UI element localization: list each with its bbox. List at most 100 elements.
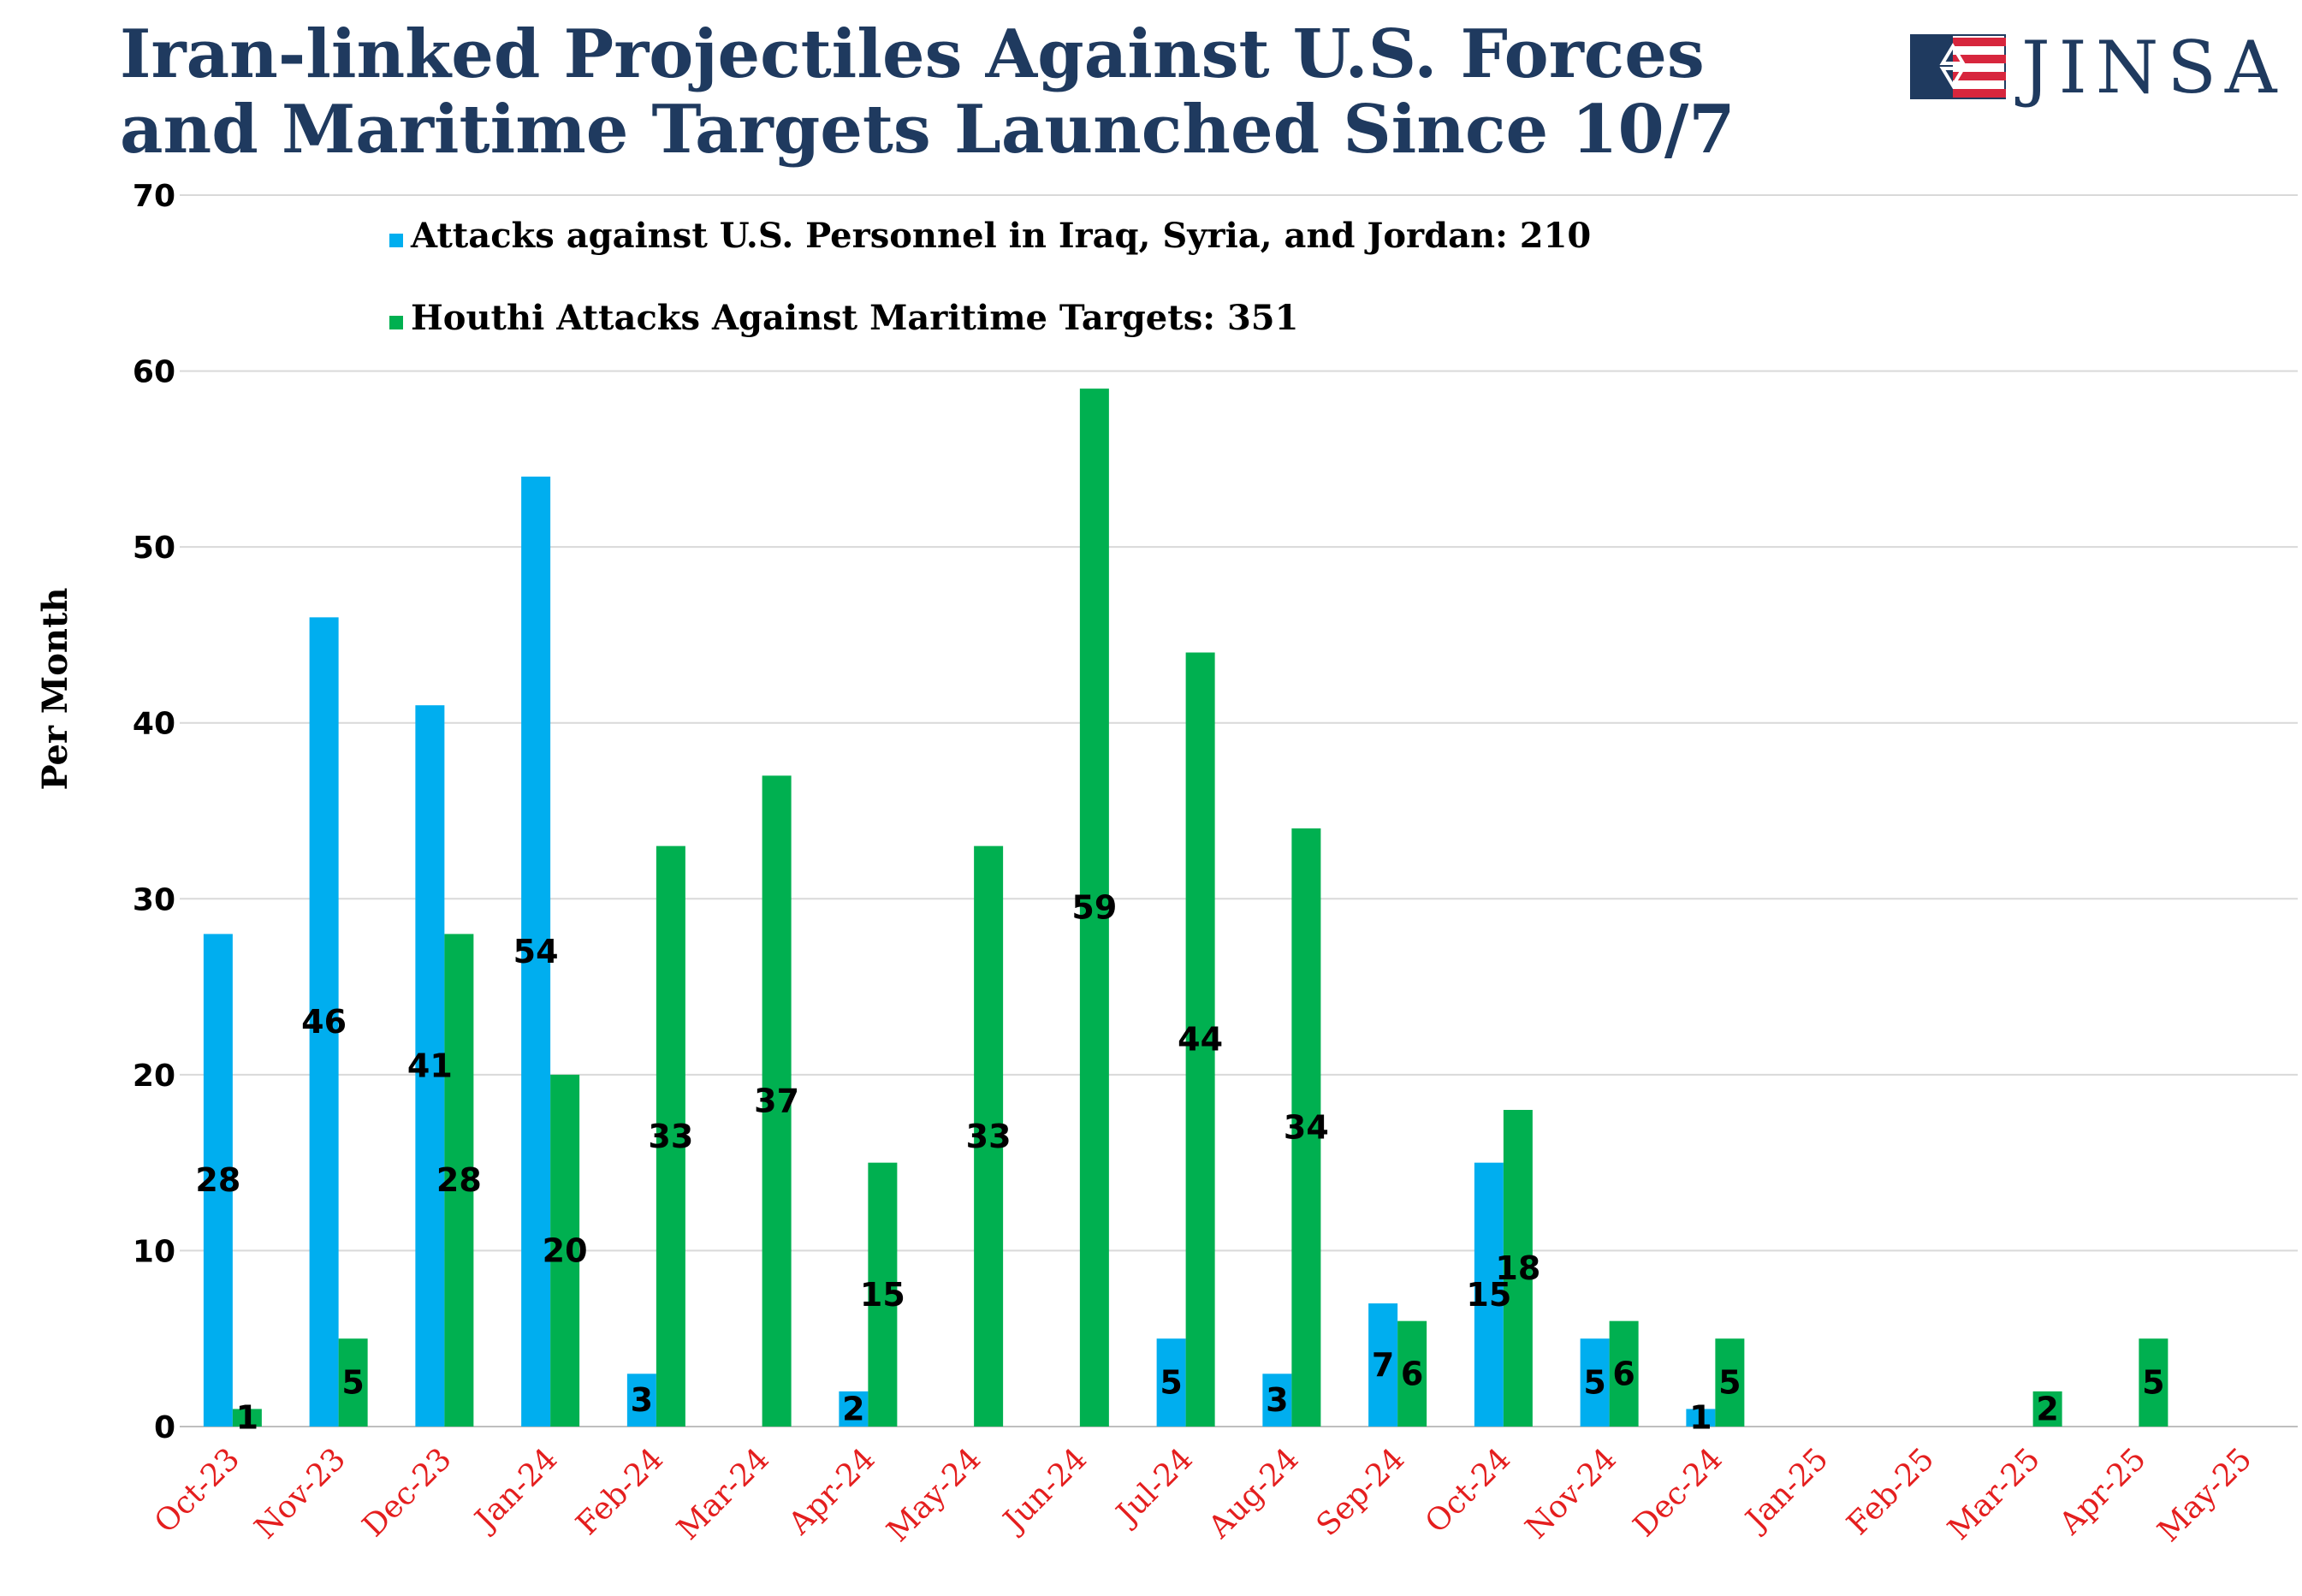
houthi-bar-Feb-24 <box>656 845 685 1427</box>
legend-label-houthi: Houthi Attacks Against Maritime Targets:… <box>411 298 1298 338</box>
houthi-bar-Jul-24 <box>1185 652 1215 1427</box>
houthi-bar-Oct-24 <box>1503 1109 1533 1427</box>
us-value-label: 41 <box>407 1047 453 1085</box>
houthi-bar-Dec-23 <box>444 934 474 1427</box>
x-tick-label: May-24 <box>881 1441 988 1549</box>
houthi-bar-Apr-24 <box>868 1162 898 1427</box>
houthi-bar-Jan-24 <box>550 1074 580 1427</box>
gridlines <box>180 194 2298 1427</box>
houthi-value-label: 59 <box>1071 889 1117 927</box>
houthi-bar-Mar-25 <box>2032 1391 2062 1427</box>
x-tick-label: Dec-24 <box>1627 1441 1729 1544</box>
us-bar-Nov-23 <box>309 617 339 1427</box>
legend-label-us: Attacks against U.S. Personnel in Iraq, … <box>410 216 1591 256</box>
us-bar-Aug-24 <box>1262 1374 1292 1427</box>
us-bar-Oct-24 <box>1474 1162 1504 1427</box>
houthi-bar-Sep-24 <box>1397 1320 1427 1427</box>
houthi-value-label: 5 <box>1718 1364 1741 1402</box>
y-tick-label: 30 <box>133 882 175 917</box>
houthi-value-label: 44 <box>1178 1021 1223 1059</box>
houthi-value-label: 6 <box>1401 1355 1423 1392</box>
us-value-label: 54 <box>513 933 559 970</box>
star-flag-icon <box>1910 34 2006 99</box>
us-value-label: 2 <box>842 1390 864 1427</box>
x-tick-label: Jul-24 <box>1107 1441 1200 1534</box>
x-tick-label: Mar-24 <box>671 1441 776 1546</box>
houthi-bar-Aug-24 <box>1291 828 1321 1427</box>
y-axis-label: Per Month <box>35 587 75 790</box>
houthi-bar-Nov-24 <box>1609 1320 1639 1427</box>
y-tick-label: 20 <box>133 1059 175 1094</box>
y-tick-label: 0 <box>154 1410 175 1445</box>
houthi-value-label: 34 <box>1284 1109 1329 1147</box>
x-tick-label: Sep-24 <box>1310 1441 1412 1543</box>
us-bar-Feb-24 <box>626 1374 656 1427</box>
y-tick-label: 50 <box>133 531 175 566</box>
x-tick-label: Nov-23 <box>248 1441 353 1546</box>
houthi-value-label: 2 <box>2036 1390 2058 1427</box>
legend: Attacks against U.S. Personnel in Iraq, … <box>389 216 1591 338</box>
x-tick-label: Apr-24 <box>781 1441 882 1542</box>
houthi-bar-Mar-24 <box>762 775 792 1427</box>
houthi-value-label: 20 <box>543 1231 588 1269</box>
houthi-value-label: 33 <box>648 1118 693 1155</box>
houthi-value-label: 37 <box>754 1083 799 1120</box>
houthi-value-label: 1 <box>236 1399 258 1437</box>
houthi-value-label: 6 <box>1612 1355 1635 1392</box>
x-tick-label: Feb-25 <box>1841 1441 1942 1542</box>
us-bar-Sep-24 <box>1368 1303 1398 1427</box>
x-tick-label: Dec-23 <box>356 1441 459 1544</box>
houthi-value-label: 28 <box>436 1161 482 1199</box>
houthi-bar-Nov-23 <box>338 1338 368 1427</box>
us-value-label: 7 <box>1372 1346 1394 1384</box>
houthi-bar-Apr-25 <box>2139 1338 2169 1427</box>
us-bar-Dec-24 <box>1686 1409 1716 1427</box>
legend-swatch-houthi <box>389 316 403 329</box>
houthi-bar-Dec-24 <box>1715 1338 1745 1427</box>
us-bar-Apr-24 <box>839 1391 869 1427</box>
x-tick-label: Apr-25 <box>2052 1441 2153 1542</box>
us-value-label: 15 <box>1466 1276 1511 1314</box>
y-tick-label: 70 <box>133 179 175 214</box>
x-tick-label: May-25 <box>2151 1441 2259 1549</box>
us-bar-Dec-23 <box>415 705 445 1427</box>
us-bar-Jul-24 <box>1156 1338 1186 1427</box>
houthi-value-label: 18 <box>1495 1249 1540 1287</box>
y-tick-label: 60 <box>133 355 175 390</box>
x-tick-label: Mar-25 <box>1942 1441 2047 1546</box>
x-tick-label: Jan-25 <box>1737 1441 1836 1540</box>
houthi-value-label: 15 <box>860 1276 905 1314</box>
bars <box>203 389 2169 1427</box>
y-tick-label: 40 <box>133 707 175 742</box>
x-tick-label: Oct-23 <box>148 1441 246 1540</box>
title-line-2: and Maritime Targets Launched Since 10/7 <box>120 91 1735 169</box>
legend-swatch-us <box>389 234 403 247</box>
us-value-label: 1 <box>1689 1399 1712 1437</box>
y-axis-ticks: 0 10 20 30 40 50 60 70 <box>133 179 175 1445</box>
jinsa-logo: JINSA <box>1910 29 2287 106</box>
us-value-label: 3 <box>1266 1381 1288 1419</box>
x-tick-label: Nov-24 <box>1519 1441 1623 1546</box>
logo-text: JINSA <box>2021 26 2286 110</box>
us-bar-Jan-24 <box>521 476 551 1427</box>
us-bar-Nov-24 <box>1580 1338 1610 1427</box>
x-axis-ticks: Oct-23 Nov-23 Dec-23 Jan-24 Feb-24 Mar-24 Apr-… <box>148 1441 2259 1549</box>
us-value-label: 5 <box>1160 1364 1182 1402</box>
us-value-label: 46 <box>301 1003 347 1041</box>
title-line-1: Iran-linked Projectiles Against U.S. For… <box>120 15 1705 93</box>
y-tick-label: 10 <box>133 1234 175 1269</box>
houthi-value-label: 5 <box>341 1364 364 1402</box>
us-bar-Oct-23 <box>203 934 233 1427</box>
x-tick-label: Feb-24 <box>570 1441 671 1542</box>
us-value-label: 5 <box>1583 1364 1605 1402</box>
houthi-bar-May-24 <box>974 845 1004 1427</box>
houthi-value-label: 33 <box>966 1118 1012 1155</box>
us-value-label: 28 <box>195 1161 240 1199</box>
us-value-label: 3 <box>631 1381 653 1419</box>
houthi-value-label: 5 <box>2142 1364 2164 1402</box>
x-tick-label: Jan-24 <box>466 1441 565 1540</box>
houthi-bar-Jun-24 <box>1079 389 1109 1427</box>
x-tick-label: Aug-24 <box>1201 1441 1306 1546</box>
